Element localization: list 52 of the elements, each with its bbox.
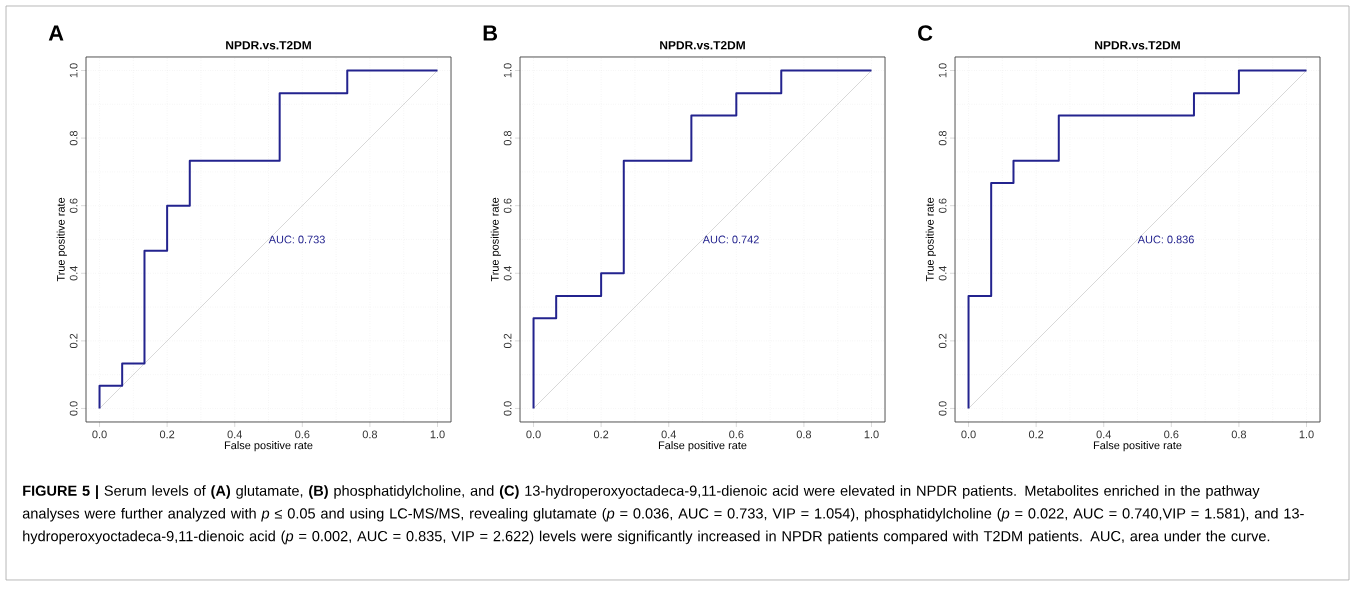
text: A: [48, 25, 64, 41]
x-tick-label: 0.6: [729, 430, 744, 439]
y-axis-title: True positive rate: [490, 197, 501, 282]
y-axis-title: True positive rate: [56, 197, 67, 282]
y-tick-label: 1.0: [503, 63, 512, 78]
x-tick-label: 1.0: [430, 430, 445, 439]
y-tick-label: 0.0: [938, 401, 947, 416]
y-axis-title: True positive rate: [925, 197, 936, 282]
y-tick-label: 0.0: [69, 401, 78, 416]
annotation: AUC: 0.836: [1137, 235, 1194, 244]
y-tick-label: 0.6: [69, 198, 78, 213]
x-tick-label: 1.0: [864, 430, 879, 439]
x-tick-label: 0.4: [227, 430, 243, 439]
y-tick-label: 0.6: [938, 198, 947, 213]
y-tick-label: 0.2: [69, 333, 78, 349]
y-tick-label: 0.4: [503, 265, 512, 281]
x-tick-label: 0.6: [1164, 430, 1179, 439]
chart-title: NPDR.vs.T2DM: [226, 41, 311, 50]
y-tick-label: 0.4: [69, 265, 78, 281]
x-tick-label: 1.0: [1299, 430, 1314, 439]
y-tick-label: 0.6: [503, 198, 512, 213]
y-tick-label: 0.0: [503, 401, 512, 416]
y-tick-label: 1.0: [938, 63, 947, 78]
text: B: [483, 25, 498, 41]
x-tick-label: 0.4: [1096, 430, 1112, 439]
x-tick-label: 0.4: [661, 430, 677, 439]
y-tick-label: 1.0: [69, 63, 78, 78]
y-tick-label: 0.2: [503, 333, 512, 349]
x-tick-label: 0.0: [961, 430, 976, 439]
y-tick-label: 0.2: [938, 333, 947, 349]
y-tick-label: 0.8: [69, 130, 78, 146]
annotation: AUC: 0.742: [702, 235, 759, 244]
x-tick-label: 0.8: [1231, 430, 1247, 439]
x-axis-title: False positive rate: [224, 441, 313, 452]
y-tick-label: 0.4: [938, 265, 947, 281]
text: FIGURE 5 | Serum levels of (A) glutamate, (B) phosphatidylcholine, and (C) 13-hydroperoxyoctadeca-9,11-dienoic acid were elevated in NPDR patients. Metabolites enriched in the pathway analyses were further analyzed with p ≤ 0.05 and using LC-MS/MS, revealing glutamate (p = 0.036, AUC = 0.733, VIP = 1.054), phosphatidylcholine (p = 0.022, AUC = 0.740,VIP = 1.581), and 13-hydroperoxyoctadeca-9,11-dienoic acid (p = 0.002, AUC = 0.835, VIP = 2.622) levels were significantly increased in NPDR patients compared with T2DM patients. AUC, area under the curve.: [22, 485, 1304, 545]
chart-title: NPDR.vs.T2DM: [660, 41, 745, 50]
x-tick-label: 0.2: [1028, 430, 1044, 439]
x-tick-label: 0.0: [92, 430, 107, 439]
x-tick-label: 0.6: [295, 430, 310, 439]
x-tick-label: 0.8: [362, 430, 378, 439]
y-tick-label: 0.8: [503, 130, 512, 146]
x-tick-label: 0.0: [526, 430, 541, 439]
annotation: AUC: 0.733: [268, 235, 325, 244]
x-tick-label: 0.2: [593, 430, 609, 439]
y-tick-label: 0.8: [938, 130, 947, 146]
x-axis-title: False positive rate: [658, 441, 747, 452]
text: C: [918, 25, 933, 41]
x-tick-label: 0.2: [159, 430, 175, 439]
x-axis-title: False positive rate: [1093, 441, 1182, 452]
x-tick-label: 0.8: [796, 430, 812, 439]
chart-title: NPDR.vs.T2DM: [1095, 41, 1180, 50]
